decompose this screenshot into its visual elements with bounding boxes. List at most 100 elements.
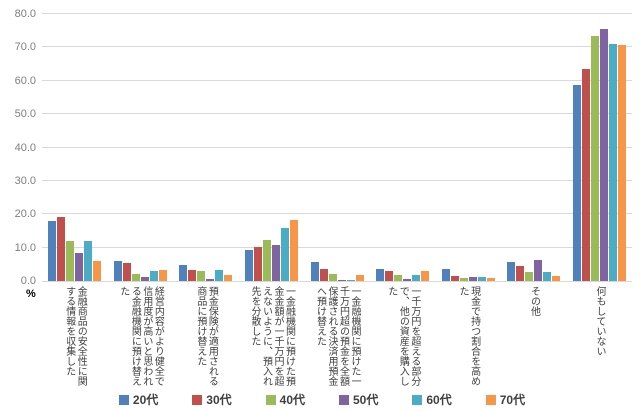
legend-swatch-icon (485, 394, 496, 405)
y-tick-label: 30.0 (14, 174, 36, 187)
gridline (42, 79, 632, 81)
bar-40代 (131, 274, 140, 281)
legend-swatch-icon (118, 394, 129, 405)
bar-70代 (93, 260, 102, 281)
bar-60代 (543, 272, 552, 281)
bar-20代 (113, 260, 122, 281)
bar-40代 (525, 271, 534, 281)
category-label: 預金保険が適用される商品に預け替えた (173, 286, 239, 392)
bar-40代 (262, 239, 271, 281)
category-label-text: その他 (528, 286, 540, 316)
y-tick-label: 50.0 (14, 108, 36, 121)
category-axis: 金融商品の安全性に関する情報を収集した 経営内容がより健全で信用度が高いと思われる… (42, 286, 632, 392)
legend-item: 70代 (485, 391, 525, 408)
bar-60代 (149, 271, 158, 281)
legend-item: 20代 (118, 391, 159, 408)
category-label-text: 預金保険が適用される商品に預け替えた (194, 286, 218, 386)
category-label: 金融商品の安全性に関する情報を収集した (42, 286, 108, 392)
bar-50代 (534, 259, 543, 281)
category-label-text: 一千万円を超える部分で、他の資産を購入した (385, 286, 420, 386)
bar-70代 (355, 275, 364, 281)
legend-swatch-icon (339, 394, 349, 405)
gridline (42, 13, 632, 14)
category-label: 一金融機関に預けた一千万円超の預金を全額保護される決済用預金へ預け替えた (304, 286, 370, 392)
gridline (42, 179, 632, 181)
legend-item: 30代 (192, 391, 232, 408)
bar-50代 (599, 29, 608, 281)
bar-group (108, 14, 174, 281)
category-label-text: 現金で持つ割合を高めた (457, 286, 480, 386)
bar-30代 (516, 265, 525, 281)
bar-60代 (346, 280, 355, 281)
y-tick-label: 70.0 (14, 41, 36, 54)
y-axis: 0.0 10.0 20.0 30.0 40.0 50.0 60.0 70.0 80.0 (0, 0, 38, 412)
category-label: 一金融機関に預けた預金金額が一千万円を超えないように、預入れ先を分散した (239, 286, 305, 392)
legend-label: 20代 (132, 393, 159, 407)
y-tick-label: 60.0 (14, 74, 36, 87)
bar-60代 (477, 277, 486, 281)
legend-swatch-icon (412, 394, 423, 405)
bar-groups (42, 14, 632, 281)
category-label: 一千万円を超える部分で、他の資産を購入した (370, 286, 436, 392)
bar-70代 (552, 276, 561, 281)
bar-30代 (450, 275, 459, 281)
bar-60代 (215, 270, 224, 281)
bar-70代 (617, 44, 626, 281)
legend-swatch-icon (265, 394, 276, 405)
bar-50代 (337, 280, 346, 281)
legend-label: 30代 (206, 393, 232, 407)
y-tick-label: 20.0 (14, 208, 36, 221)
category-label: 何もしていない (567, 286, 633, 392)
bar-group (501, 14, 567, 281)
category-label-text: 経営内容がより健全で信用度が高いと思われる金融機関に預け替えた (117, 286, 164, 386)
bar-20代 (572, 84, 581, 281)
y-axis-unit-label: % (26, 288, 36, 300)
bar-40代 (66, 240, 75, 281)
bar-30代 (253, 246, 262, 281)
category-label-text: 何もしていない (594, 286, 606, 356)
bar-50代 (75, 253, 84, 281)
legend-label: 50代 (353, 393, 379, 407)
bar-50代 (140, 277, 149, 281)
bar-70代 (289, 219, 298, 281)
bar-60代 (412, 275, 421, 281)
bar-20代 (441, 269, 450, 281)
bar-30代 (319, 268, 328, 281)
bar-40代 (394, 275, 403, 281)
gridline (42, 46, 632, 48)
category-label: 現金で持つ割合を高めた (435, 286, 501, 392)
gridline (42, 113, 632, 115)
bar-group (567, 14, 633, 281)
bar-20代 (507, 261, 516, 281)
plot-area (42, 13, 632, 282)
bar-30代 (122, 262, 131, 281)
bar-60代 (84, 240, 93, 281)
bar-20代 (179, 264, 188, 281)
bar-40代 (197, 271, 206, 281)
bar-20代 (376, 269, 385, 281)
bar-group (370, 14, 436, 281)
bar-group (435, 14, 501, 281)
bar-60代 (280, 227, 289, 281)
bar-group (42, 14, 108, 281)
bar-20代 (48, 221, 57, 281)
bar-30代 (581, 69, 590, 281)
bar-group (304, 14, 370, 281)
category-label-text: 金融商品の安全性に関する情報を収集した (63, 286, 87, 386)
bar-40代 (590, 36, 599, 281)
legend-item: 50代 (339, 391, 378, 408)
legend-label: 40代 (279, 393, 305, 407)
legend: 20代 30代 40代 50代 60代 70代 (0, 391, 644, 408)
y-tick-label: 0.0 (20, 275, 36, 287)
bar-40代 (328, 274, 337, 281)
y-tick-label: 40.0 (14, 141, 36, 154)
bar-70代 (158, 269, 167, 281)
bar-50代 (206, 279, 215, 281)
legend-swatch-icon (192, 394, 203, 405)
gridline (42, 146, 632, 148)
category-label: 経営内容がより健全で信用度が高いと思われる金融機関に預け替えた (108, 286, 174, 392)
category-label-text: 一金融機関に預けた一千万円超の預金を全額保護される決済用預金へ預け替えた (314, 286, 361, 386)
gridline (42, 213, 632, 215)
bar-50代 (468, 276, 477, 281)
